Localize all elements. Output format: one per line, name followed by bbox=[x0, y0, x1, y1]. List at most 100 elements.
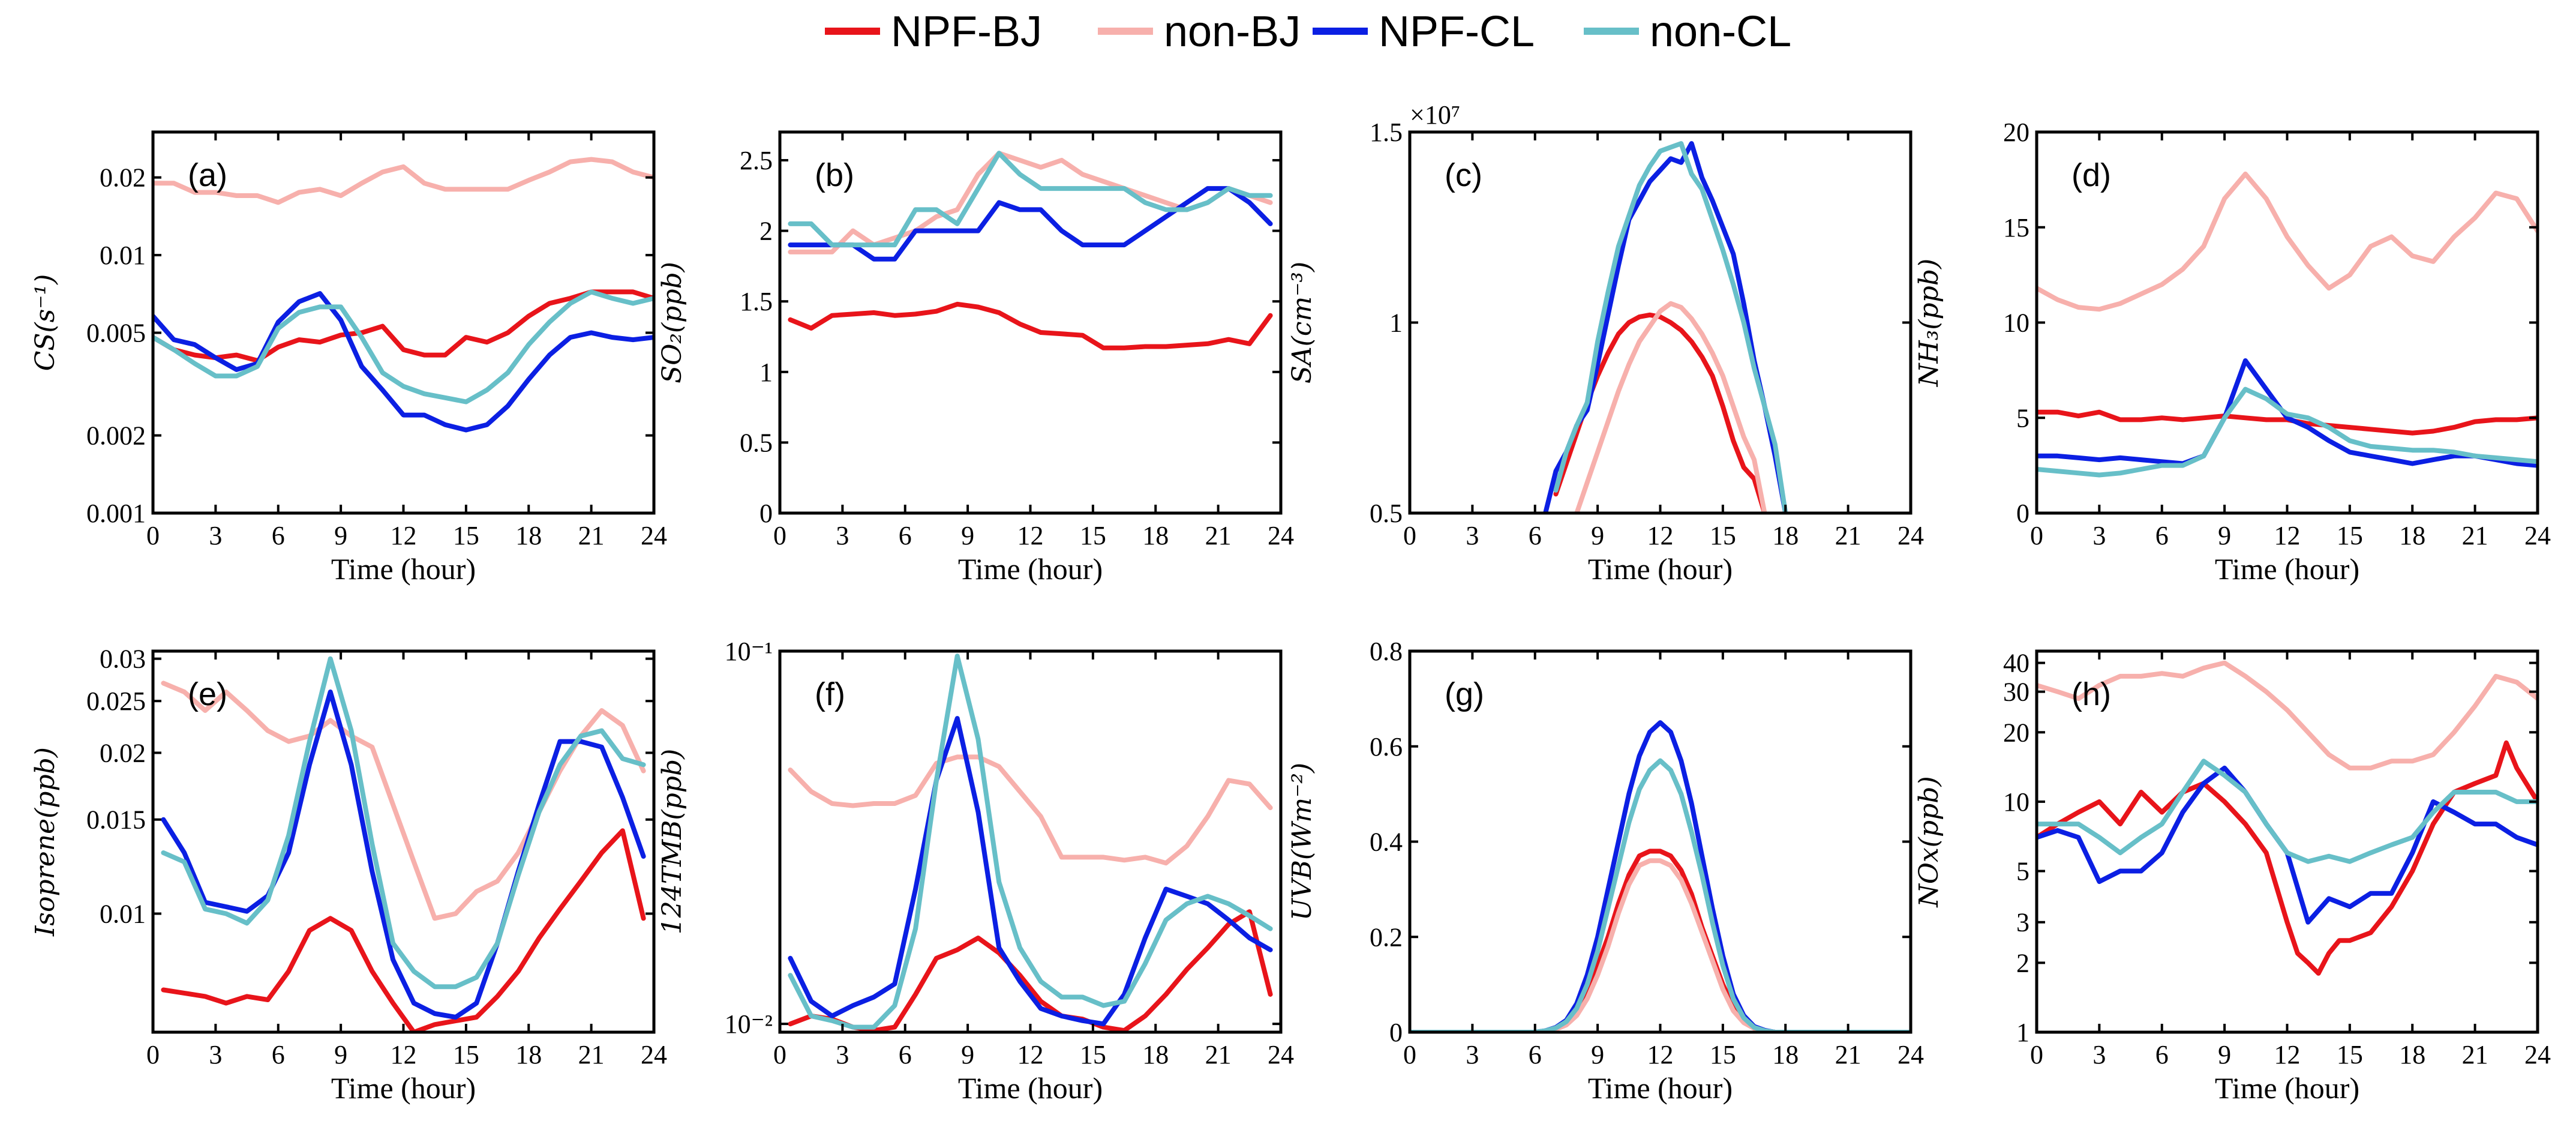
y-tick-label: 0.5 bbox=[740, 428, 773, 457]
x-tick-label: 9 bbox=[961, 521, 974, 550]
y-tick-label: 0.2 bbox=[1370, 922, 1403, 952]
series-line-non-bj bbox=[153, 157, 654, 205]
x-tick-label: 3 bbox=[1466, 521, 1479, 550]
series-line-non-bj bbox=[161, 681, 646, 921]
x-tick-label: 18 bbox=[515, 1040, 542, 1069]
series-line-non-cl bbox=[2037, 759, 2538, 864]
series-line-non-bj bbox=[2037, 660, 2538, 771]
x-tick-label: 6 bbox=[2155, 521, 2169, 550]
plot-frame bbox=[1408, 130, 1913, 515]
x-axis-label: Time (hour) bbox=[1588, 1071, 1733, 1105]
y-tick-label: 1 bbox=[759, 358, 773, 387]
panel-label: (c) bbox=[1445, 157, 1482, 193]
x-tick-label: 0 bbox=[146, 521, 160, 550]
x-tick-label: 3 bbox=[1466, 1040, 1479, 1069]
series-group bbox=[153, 157, 654, 433]
x-tick-label: 24 bbox=[641, 521, 667, 550]
x-axis-label: Time (hour) bbox=[331, 552, 476, 586]
x-tick-label: 21 bbox=[1835, 521, 1862, 550]
legend-label: NPF-CL bbox=[1379, 8, 1535, 56]
x-tick-label: 15 bbox=[1710, 1040, 1736, 1069]
x-tick-label: 12 bbox=[2274, 1040, 2301, 1069]
y-tick-label: 0 bbox=[2016, 499, 2029, 528]
x-tick-label: 12 bbox=[391, 521, 417, 550]
series-line-npf-cl bbox=[788, 716, 1273, 1027]
series-line-non-cl bbox=[2037, 386, 2538, 478]
legend-item-npf-cl: NPF-CL bbox=[1313, 8, 1535, 56]
y-tick-label: 2 bbox=[2016, 948, 2029, 978]
x-tick-label: 18 bbox=[2399, 521, 2425, 550]
series-line-npf-cl bbox=[153, 291, 654, 433]
y-tick-label: 15 bbox=[2003, 213, 2029, 242]
x-tick-label: 21 bbox=[578, 1040, 605, 1069]
plot-frame bbox=[1408, 649, 1913, 1034]
x-tick-label: 3 bbox=[209, 1040, 222, 1069]
y-tick-label: 0.001 bbox=[86, 499, 146, 528]
y-tick-label: 10 bbox=[2003, 308, 2029, 338]
y-tick-label: 0.03 bbox=[100, 645, 146, 674]
y-tick-label: 5 bbox=[2016, 403, 2029, 433]
x-tick-label: 24 bbox=[1898, 1040, 1924, 1069]
y-axis-label: CS(s⁻¹) bbox=[30, 274, 61, 371]
x-tick-label: 21 bbox=[1205, 1040, 1232, 1069]
x-tick-label: 6 bbox=[899, 1040, 912, 1069]
x-tick-label: 6 bbox=[1529, 1040, 1542, 1069]
x-tick-label: 12 bbox=[391, 1040, 417, 1069]
panel-a: 0 3 6 9 12 15 18 21 24 0.001 0.002 0.005 0.01 0.02 (a)… bbox=[30, 130, 667, 586]
x-tick-label: 6 bbox=[1529, 521, 1542, 550]
series-line-non-cl bbox=[788, 151, 1273, 248]
series-group bbox=[788, 151, 1273, 350]
x-tick-label: 0 bbox=[773, 521, 786, 550]
x-tick-label: 15 bbox=[2337, 521, 2363, 550]
x-tick-label: 12 bbox=[1647, 1040, 1674, 1069]
legend-label: non-BJ bbox=[1164, 8, 1301, 56]
series-line-npf-cl bbox=[1410, 720, 1911, 1032]
y-tick-label: 30 bbox=[2003, 678, 2029, 707]
y-tick-label: 0.8 bbox=[1370, 637, 1403, 666]
x-tick-label: 24 bbox=[641, 1040, 667, 1069]
series-line-non-bj bbox=[788, 151, 1273, 254]
x-tick-label: 21 bbox=[2462, 1040, 2488, 1069]
y-tick-label: 0.02 bbox=[100, 163, 146, 193]
x-tick-label: 3 bbox=[836, 521, 849, 550]
series-line-npf-bj bbox=[1410, 849, 1911, 1032]
x-axis-label: Time (hour) bbox=[331, 1071, 476, 1105]
panel-f: 0 3 6 9 12 15 18 21 24 10⁻² 10⁻¹ (f) Time (hour) 124T… bbox=[657, 637, 1294, 1105]
series-line-npf-cl bbox=[788, 186, 1273, 262]
x-tick-label: 21 bbox=[1835, 1040, 1862, 1069]
y-axis-label: SO₂(ppb) bbox=[657, 262, 687, 383]
x-axis-label: Time (hour) bbox=[2215, 1071, 2359, 1105]
y-tick-label: 10 bbox=[2003, 787, 2029, 817]
y-axis-label: NH₃(ppb) bbox=[1914, 259, 1944, 387]
y-tick-label: 0.5 bbox=[1370, 499, 1403, 528]
x-tick-label: 0 bbox=[2030, 1040, 2043, 1069]
x-tick-label: 18 bbox=[1772, 1040, 1799, 1069]
panel-label: (b) bbox=[815, 157, 854, 193]
x-tick-label: 15 bbox=[2337, 1040, 2363, 1069]
x-tick-label: 21 bbox=[578, 521, 605, 550]
y-tick-label: 0.015 bbox=[86, 805, 146, 835]
y-tick-label: 40 bbox=[2003, 649, 2029, 678]
x-tick-label: 15 bbox=[1080, 1040, 1106, 1069]
series-line-non-bj bbox=[788, 754, 1273, 866]
x-tick-label: 0 bbox=[773, 1040, 786, 1069]
series-line-non-cl bbox=[153, 289, 654, 404]
legend-label: NPF-BJ bbox=[891, 8, 1042, 56]
legend-item-non-bj: non-BJ bbox=[1098, 8, 1301, 56]
panel-c: 0 3 6 9 12 15 18 21 24 0.5 1 1.5×10⁷ (c) Time (hour) S… bbox=[1287, 100, 1924, 586]
x-tick-label: 18 bbox=[1142, 1040, 1169, 1069]
x-tick-label: 3 bbox=[836, 1040, 849, 1069]
x-tick-label: 24 bbox=[1268, 1040, 1294, 1069]
x-tick-label: 9 bbox=[2218, 1040, 2231, 1069]
y-tick-label: 10⁻² bbox=[725, 1009, 773, 1039]
x-tick-label: 9 bbox=[961, 1040, 974, 1069]
y-tick-label: 1 bbox=[1389, 308, 1403, 338]
x-tick-label: 6 bbox=[899, 521, 912, 550]
x-tick-label: 12 bbox=[2274, 521, 2301, 550]
panel-label: (d) bbox=[2071, 157, 2111, 193]
panel-label: (h) bbox=[2071, 676, 2111, 712]
x-tick-label: 18 bbox=[515, 521, 542, 550]
panel-label: (e) bbox=[188, 676, 227, 712]
plot-frame bbox=[778, 649, 1283, 1034]
